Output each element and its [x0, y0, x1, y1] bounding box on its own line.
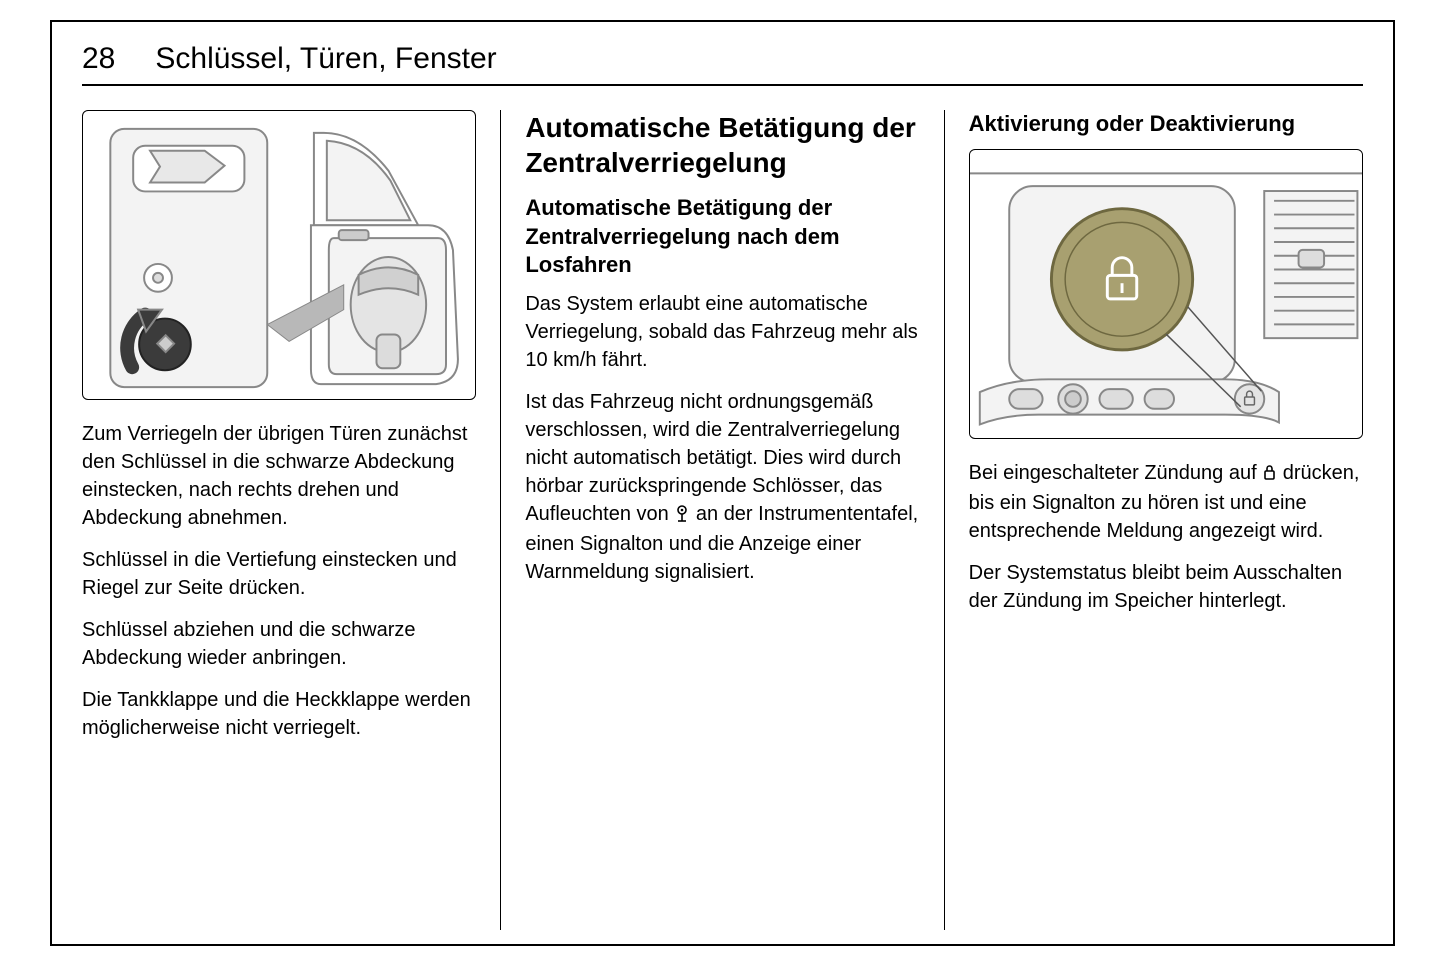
column-1: Zum Verriegeln der übrigen Türen zunächs…	[82, 110, 500, 930]
door-lock-mechanism-illustration	[82, 110, 476, 400]
col3-para-2: Der Systemstatus bleibt beim Ausschalten…	[969, 559, 1363, 615]
col2-para-1: Das System erlaubt eine automatische Ver…	[525, 290, 919, 374]
col1-para-1: Zum Verriegeln der übrigen Türen zunächs…	[82, 420, 476, 532]
col1-para-3: Schlüssel abziehen und die schwarze Abde…	[82, 616, 476, 672]
col3-subheading: Aktivierung oder Deaktivierung	[969, 110, 1363, 139]
page-number: 28	[82, 42, 115, 76]
column-3: Aktivierung oder Deaktivierung	[944, 110, 1363, 930]
col1-para-4: Die Tankklappe und die Heckklappe werden…	[82, 686, 476, 742]
col1-para-2: Schlüssel in die Vertiefung einstecken u…	[82, 546, 476, 602]
col2-heading: Automatische Betätigung der Zentralverri…	[525, 110, 919, 180]
lock-button-icon	[1262, 461, 1277, 489]
page-title: Schlüssel, Türen, Fenster	[155, 42, 496, 76]
warning-indicator-icon	[674, 502, 690, 530]
col3-para-1: Bei eingeschalteter Zündung auf drücken,…	[969, 459, 1363, 545]
dashboard-lock-button-illustration	[969, 149, 1363, 439]
page-header: 28 Schlüssel, Türen, Fenster	[82, 42, 1363, 86]
col2-para-2: Ist das Fahrzeug nicht ordnungsgemäß ver…	[525, 388, 919, 586]
content-columns: Zum Verriegeln der übrigen Türen zunächs…	[82, 110, 1363, 930]
manual-page: 28 Schlüssel, Türen, Fenster	[50, 20, 1395, 946]
column-2: Automatische Betätigung der Zentralverri…	[500, 110, 943, 930]
col2-subheading: Automatische Betätigung der Zentralverri…	[525, 194, 919, 280]
col3-para-1a: Bei eingeschalteter Zündung auf	[969, 462, 1263, 484]
